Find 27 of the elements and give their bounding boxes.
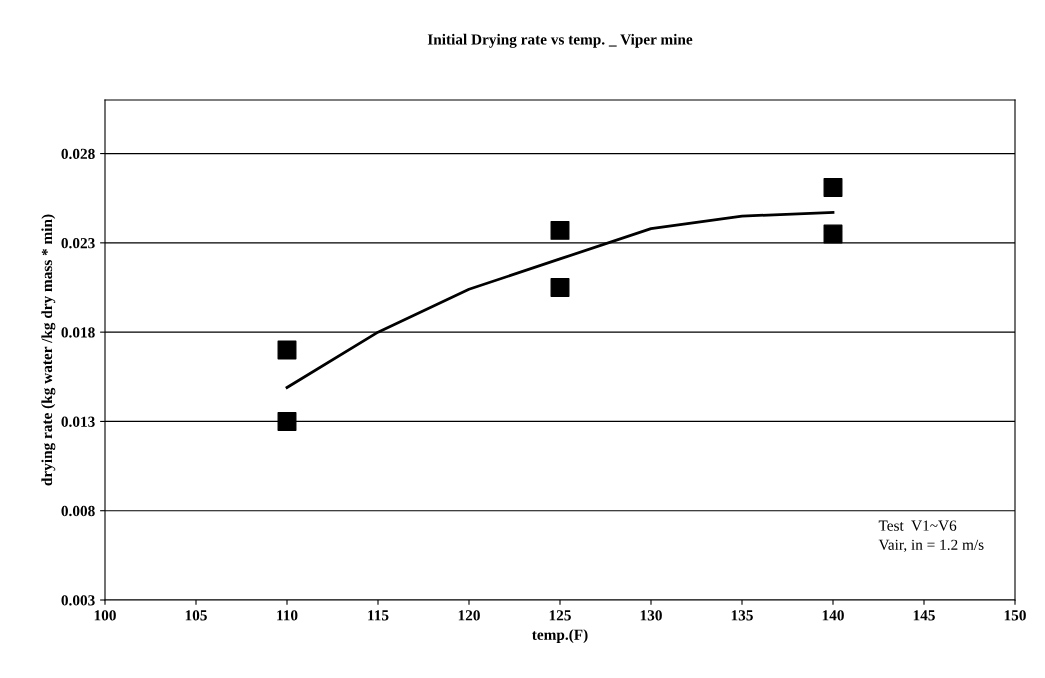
point — [277, 340, 297, 360]
chart-title: Initial Drying rate vs temp. _ Viper mine — [427, 33, 693, 48]
x-tick-label: 120 — [458, 610, 480, 621]
annotation: Test V1~V6 Vair, in = 1.2 m/s — [878, 520, 984, 553]
point — [550, 278, 570, 297]
y-tick-label: 0.008 — [61, 505, 95, 517]
x-tick-label: 130 — [640, 610, 662, 621]
x-tick-label: 105 — [185, 610, 207, 621]
y-tick-label: 0.023 — [61, 238, 95, 249]
y-tick-label: 0.028 — [61, 148, 95, 160]
point — [550, 220, 570, 240]
x-tick-label: 145 — [913, 610, 935, 621]
y-tick-label: 0.013 — [61, 416, 95, 427]
x-tick-label: 115 — [368, 610, 389, 621]
x-tick-label: 135 — [731, 610, 753, 621]
x-tick-label: 140 — [822, 610, 844, 621]
x-tick-label: 125 — [549, 610, 571, 621]
x-axis-title: temp.(F) — [532, 629, 588, 643]
point — [277, 411, 297, 431]
y-tick-label: 0.018 — [61, 327, 95, 338]
point — [823, 224, 843, 244]
point — [823, 178, 843, 197]
y-tick-label: 0.003 — [61, 595, 95, 606]
x-tick-label: 150 — [1004, 610, 1026, 621]
x-tick-label: 100 — [94, 610, 116, 621]
y-axis-title: drying rate (kg water /kg dry mass * min) — [41, 214, 56, 486]
x-tick-label: 110 — [277, 610, 298, 621]
